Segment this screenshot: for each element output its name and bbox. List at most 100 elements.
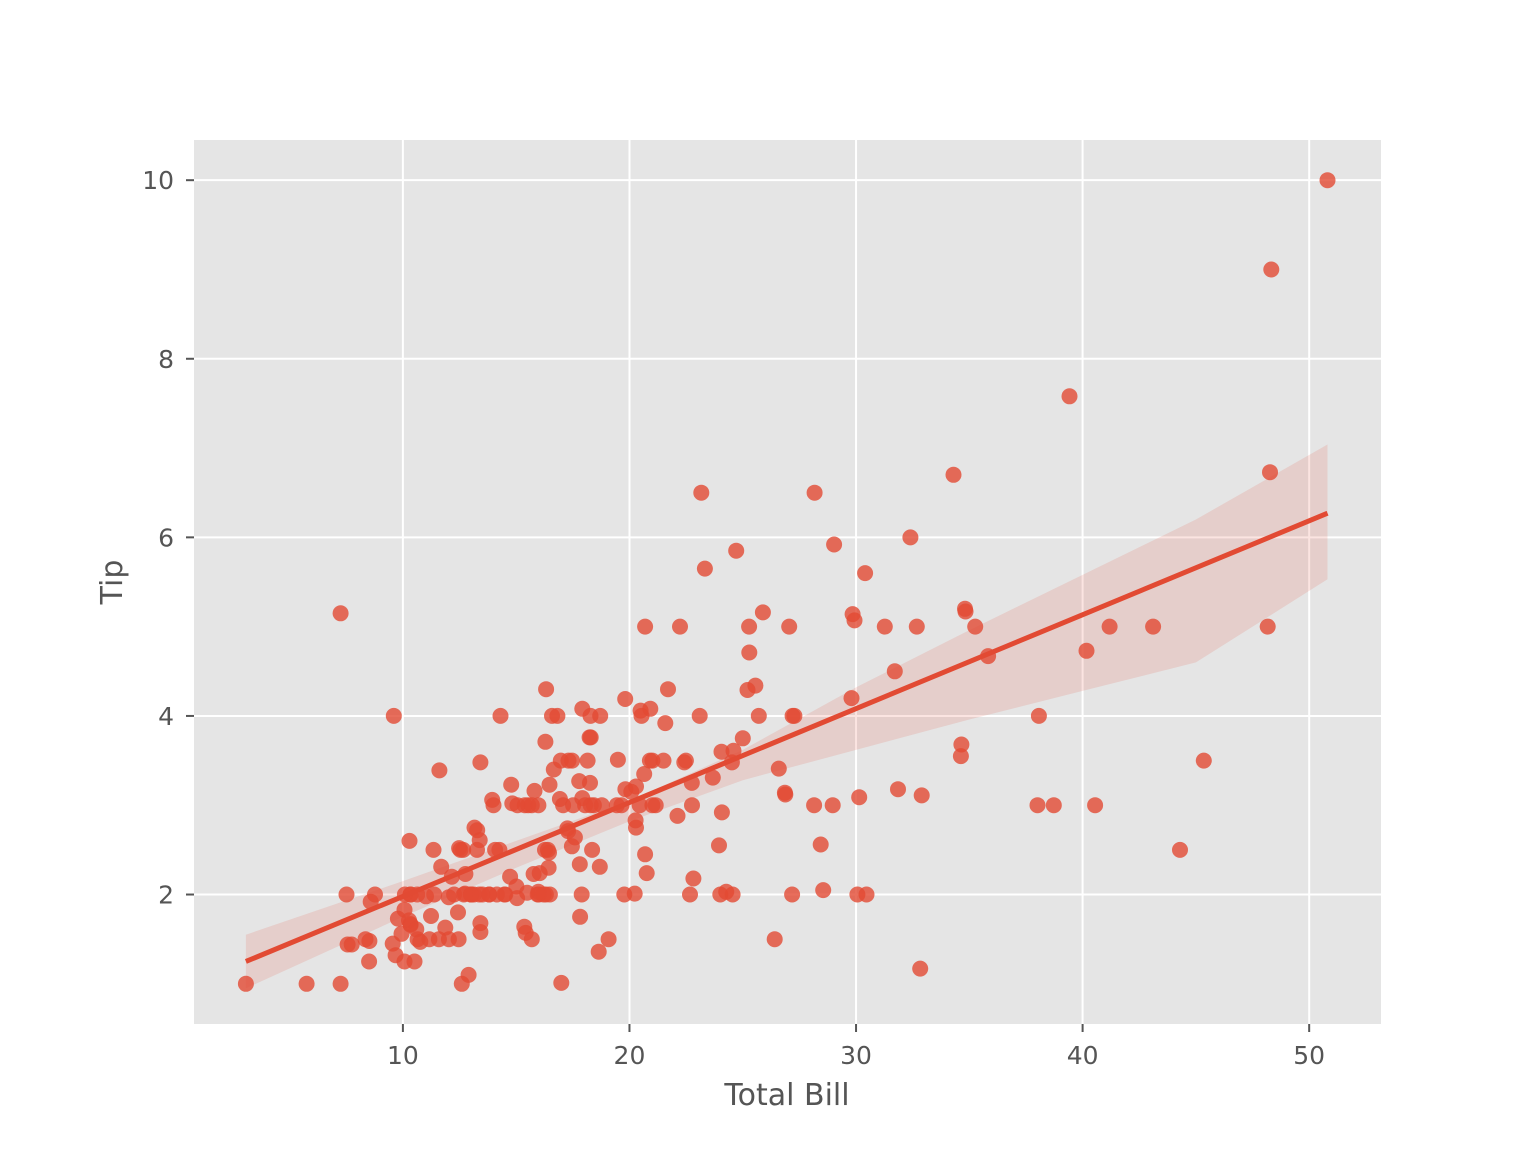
scatter-points bbox=[237, 172, 1336, 992]
data-point bbox=[592, 707, 609, 724]
data-point bbox=[401, 832, 418, 849]
data-point bbox=[430, 931, 447, 948]
data-point bbox=[469, 841, 485, 858]
data-point bbox=[565, 797, 582, 814]
data-point bbox=[672, 618, 688, 635]
data-point bbox=[641, 752, 658, 769]
data-point bbox=[644, 797, 661, 814]
y-tick-label: 2 bbox=[158, 881, 174, 910]
data-point bbox=[553, 974, 570, 991]
data-point bbox=[766, 931, 783, 948]
data-point bbox=[713, 804, 730, 821]
regression-line bbox=[244, 510, 1329, 964]
x-tick-label: 20 bbox=[614, 1041, 646, 1070]
data-point bbox=[876, 618, 893, 635]
x-tick-label: 50 bbox=[1293, 1041, 1325, 1070]
data-point bbox=[693, 484, 710, 501]
x-tick-label: 40 bbox=[1067, 1041, 1099, 1070]
data-point bbox=[541, 776, 558, 793]
data-point bbox=[806, 797, 823, 814]
data-point bbox=[343, 936, 360, 953]
data-point bbox=[537, 733, 554, 750]
data-point bbox=[526, 782, 543, 799]
data-point bbox=[396, 953, 413, 970]
y-axis-label: Tip bbox=[95, 560, 130, 606]
axes: 10 20 30 40 50 2 4 6 8 10 bbox=[142, 166, 1325, 1070]
data-point bbox=[332, 605, 349, 622]
data-point bbox=[637, 846, 654, 863]
data-point bbox=[682, 886, 698, 903]
data-point bbox=[591, 858, 608, 875]
data-point bbox=[890, 781, 906, 798]
data-point bbox=[433, 858, 450, 875]
data-point bbox=[537, 841, 553, 858]
data-point bbox=[450, 904, 466, 921]
data-point bbox=[913, 787, 930, 804]
data-point bbox=[523, 931, 540, 948]
data-point bbox=[582, 774, 598, 791]
data-point bbox=[535, 886, 552, 903]
data-point bbox=[781, 618, 798, 635]
data-point bbox=[492, 707, 509, 724]
data-point bbox=[806, 484, 823, 501]
data-point bbox=[685, 870, 702, 887]
data-point bbox=[431, 762, 448, 779]
data-point bbox=[573, 886, 590, 903]
data-point bbox=[564, 752, 581, 769]
data-point bbox=[967, 618, 984, 635]
data-point bbox=[540, 859, 557, 876]
data-point bbox=[389, 910, 406, 927]
data-point bbox=[298, 975, 315, 992]
data-point bbox=[1045, 797, 1062, 814]
data-point bbox=[734, 730, 751, 747]
data-point bbox=[393, 925, 410, 942]
y-tick-label: 8 bbox=[158, 345, 174, 374]
data-point bbox=[584, 841, 601, 858]
data-point bbox=[691, 707, 708, 724]
data-point bbox=[385, 707, 402, 724]
data-point bbox=[1195, 752, 1212, 769]
data-point bbox=[545, 761, 562, 778]
data-point bbox=[1087, 797, 1104, 814]
data-point bbox=[516, 918, 533, 935]
data-point bbox=[750, 707, 767, 724]
data-point bbox=[237, 975, 254, 992]
data-point bbox=[1101, 618, 1118, 635]
x-tick-label: 10 bbox=[387, 1041, 419, 1070]
data-point bbox=[711, 837, 727, 854]
data-point bbox=[455, 841, 472, 858]
data-point bbox=[713, 743, 730, 760]
data-point bbox=[696, 560, 713, 577]
data-point bbox=[908, 618, 925, 635]
data-point bbox=[953, 736, 970, 753]
data-point bbox=[669, 807, 686, 824]
data-point bbox=[572, 908, 589, 925]
data-point bbox=[627, 812, 644, 829]
data-point bbox=[857, 565, 874, 582]
data-point bbox=[503, 776, 520, 793]
data-point bbox=[450, 931, 467, 948]
data-point bbox=[485, 797, 502, 814]
data-point bbox=[776, 784, 793, 801]
data-point bbox=[1078, 642, 1095, 659]
data-point bbox=[786, 707, 803, 724]
data-point bbox=[1319, 172, 1336, 189]
data-point bbox=[472, 924, 489, 940]
data-point bbox=[425, 841, 442, 858]
data-point bbox=[844, 606, 861, 623]
data-point bbox=[361, 953, 378, 970]
data-point bbox=[851, 789, 868, 806]
y-tick-label: 10 bbox=[142, 166, 174, 195]
data-point bbox=[655, 752, 672, 769]
confidence-band-layer bbox=[245, 444, 1328, 989]
data-point bbox=[945, 466, 962, 483]
data-point bbox=[739, 682, 756, 698]
data-point bbox=[812, 836, 829, 853]
data-point bbox=[593, 797, 610, 814]
y-tick-label: 4 bbox=[158, 702, 174, 731]
data-point bbox=[423, 908, 439, 924]
data-point bbox=[912, 960, 929, 977]
data-point bbox=[357, 931, 374, 948]
data-point bbox=[826, 536, 843, 553]
